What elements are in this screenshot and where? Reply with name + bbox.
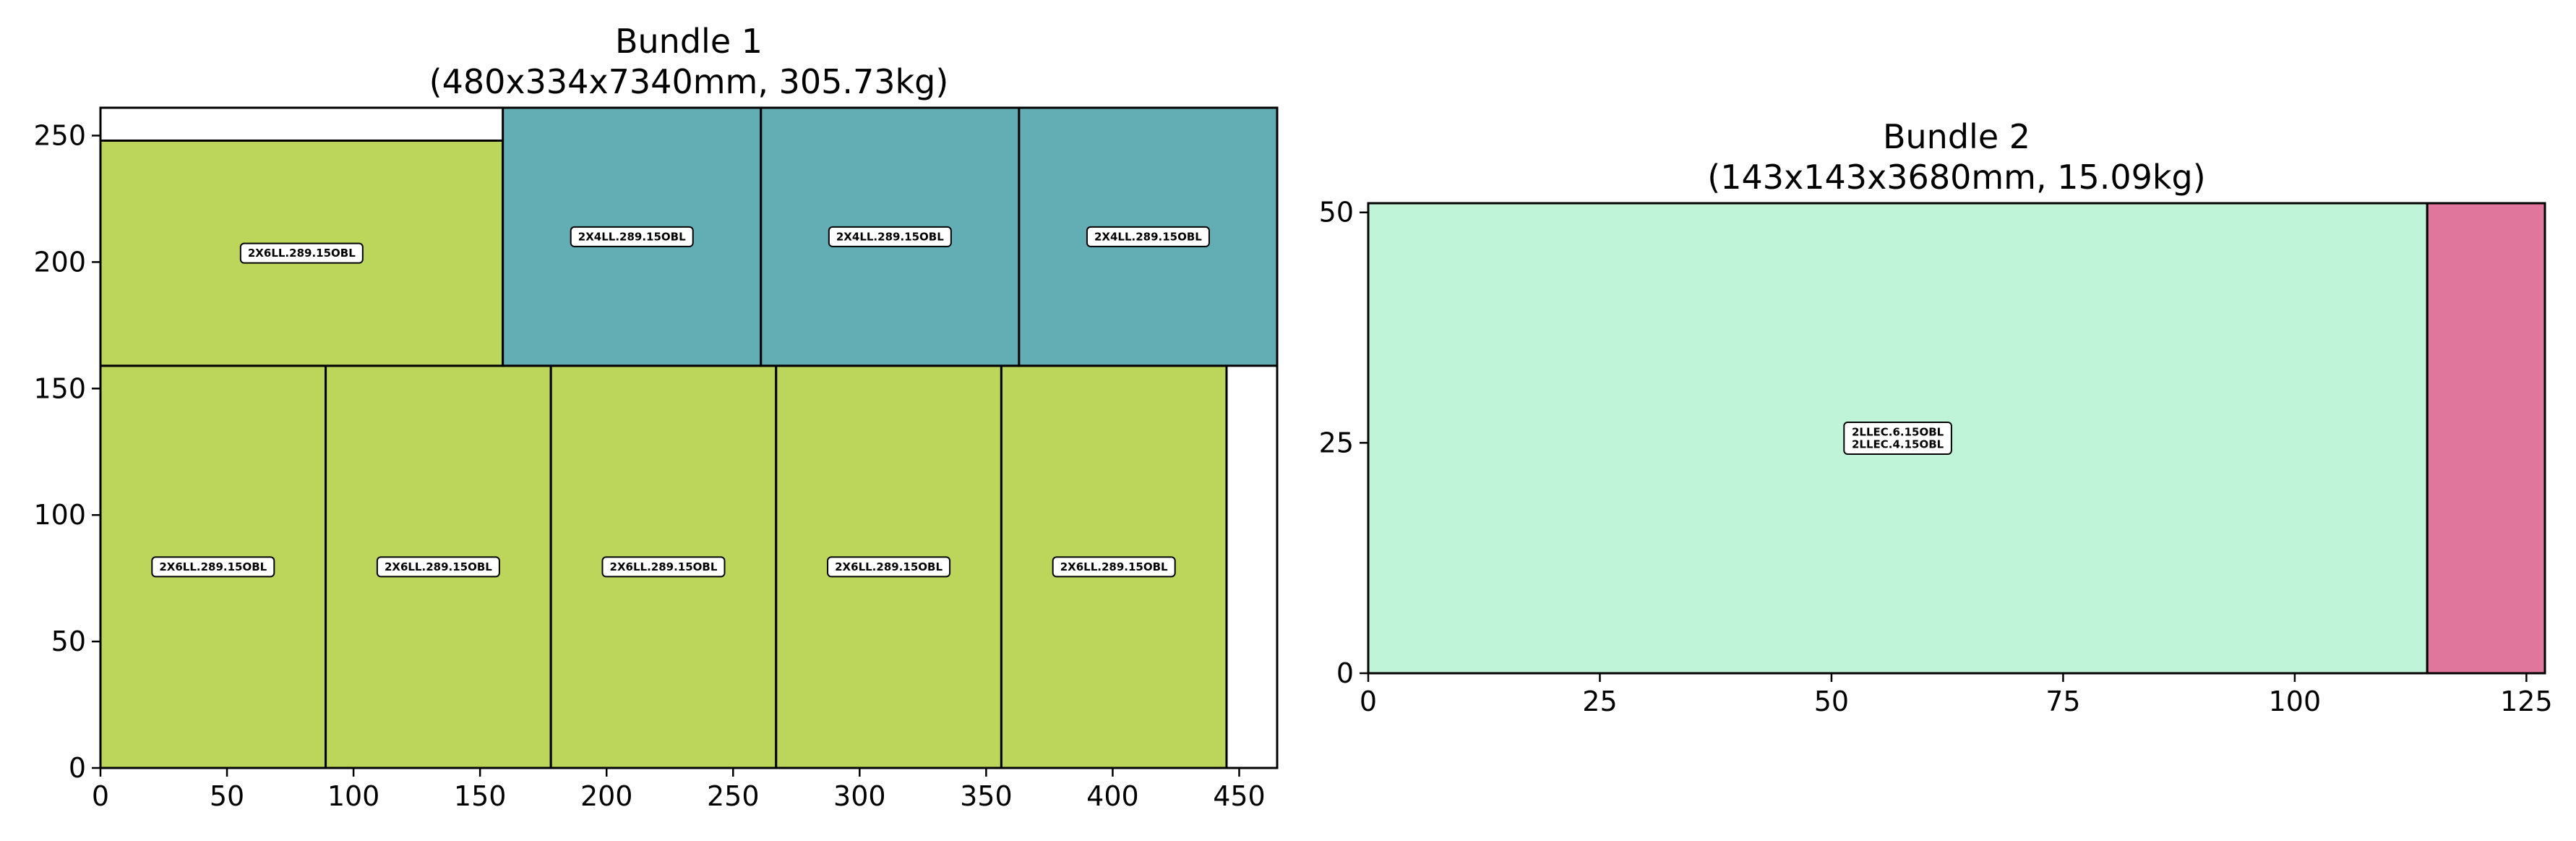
item-label-box (1052, 556, 1176, 578)
item-label-box (570, 226, 694, 247)
item-label-box (151, 556, 275, 578)
item-label: 2X6LL.289.15OBL (159, 560, 267, 573)
x-tick-label: 125 (2500, 686, 2553, 717)
y-tick-label: 250 (33, 119, 86, 151)
x-tick-label: 450 (1213, 780, 1266, 812)
y-tick-label: 50 (1319, 197, 1354, 229)
y-tick-label: 100 (33, 499, 86, 531)
item-label: 2X6LL.289.15OBL (1060, 560, 1168, 573)
x-tick-label: 150 (454, 780, 507, 812)
item-label: 2X4LL.289.15OBL (836, 231, 944, 244)
chart-subtitle: (143x143x3680mm, 15.09kg) (1707, 158, 2205, 197)
x-tick-label: 25 (1582, 686, 1617, 717)
x-tick-label: 250 (707, 780, 760, 812)
item-label-box (828, 226, 952, 247)
item-label: 2X4LL.289.15OBL (578, 231, 686, 244)
x-tick-label: 0 (92, 780, 109, 812)
y-tick-label: 0 (69, 752, 86, 784)
item-label: 2LLEC.6.15OBL 2LLEC.4.15OBL (1852, 426, 1944, 451)
item-label-box (827, 556, 951, 578)
item-label: 2X6LL.289.15OBL (610, 560, 718, 573)
item-box (2426, 202, 2546, 675)
y-tick-label: 50 (51, 626, 86, 657)
axes-frame (99, 106, 1279, 769)
x-tick-label: 100 (327, 780, 380, 812)
y-tick-label: 0 (1336, 657, 1354, 689)
item-label: 2X6LL.289.15OBL (835, 560, 943, 573)
item-label-box (239, 242, 364, 264)
x-tick-label: 0 (1360, 686, 1377, 717)
x-tick-label: 300 (833, 780, 886, 812)
y-tick-label: 25 (1319, 427, 1354, 458)
chart-title: Bundle 2 (1883, 117, 2030, 156)
x-tick-label: 400 (1086, 780, 1139, 812)
item-label-box (601, 556, 726, 578)
bundle-1-chart: Bundle 1(480x334x7340mm, 305.73kg) 2X6LL.… (33, 22, 1279, 812)
x-tick-label: 50 (1814, 686, 1849, 717)
item-label: 2X6LL.289.15OBL (248, 247, 356, 260)
x-tick-label: 200 (580, 780, 633, 812)
item-label-box (376, 556, 500, 578)
axes-frame (1367, 202, 2546, 675)
item-label: 2X4LL.289.15OBL (1094, 231, 1202, 244)
item-label-box (1843, 422, 1952, 455)
x-tick-label: 75 (2045, 686, 2080, 717)
y-tick-label: 200 (33, 246, 86, 278)
item-label: 2X6LL.289.15OBL (385, 560, 492, 573)
x-tick-label: 350 (960, 780, 1013, 812)
chart-title: Bundle 1 (615, 22, 763, 61)
item-label-box (1086, 226, 1210, 247)
chart-subtitle: (480x334x7340mm, 305.73kg) (429, 62, 949, 101)
x-tick-label: 100 (2269, 686, 2322, 717)
y-tick-label: 150 (33, 372, 86, 404)
bundle-2-chart: Bundle 2(143x143x3680mm, 15.09kg) 2LLEC.6… (1319, 117, 2553, 717)
x-tick-label: 50 (210, 780, 244, 812)
